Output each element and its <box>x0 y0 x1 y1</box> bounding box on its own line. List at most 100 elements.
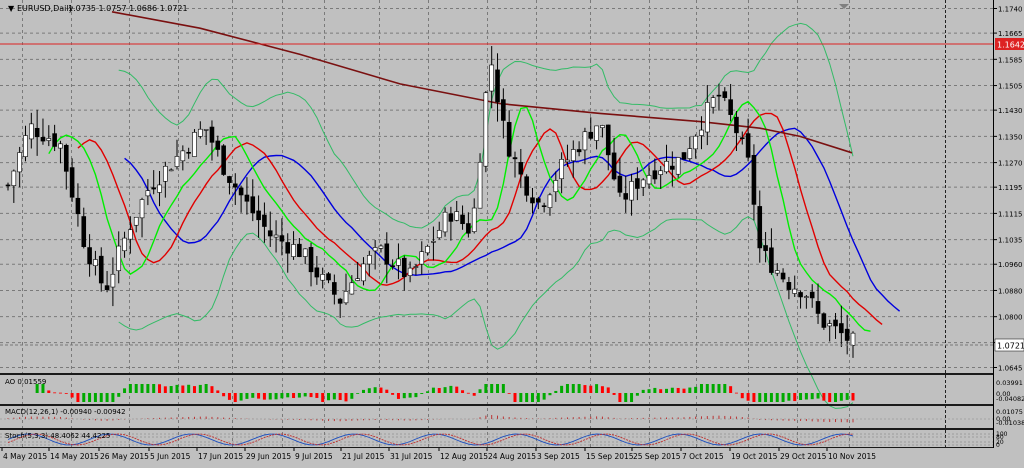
price-axis-area[interactable] <box>994 0 1024 464</box>
bull-candle <box>600 125 605 128</box>
bear-candle <box>576 149 582 153</box>
chart-shift-icon[interactable] <box>839 4 849 9</box>
time-axis-label: 26 May 2015 <box>100 452 149 461</box>
bear-candle <box>256 210 261 221</box>
bear-candle <box>326 273 331 281</box>
ao-bar <box>233 393 237 402</box>
bear-candle <box>734 116 739 134</box>
time-axis-label: 21 Jul 2015 <box>342 452 385 461</box>
bear-candle <box>815 301 821 314</box>
stoch-tick-label: 80 <box>996 434 1004 441</box>
chart-dropdown-icon[interactable]: ▼ <box>8 4 15 13</box>
time-axis-label: 17 Jun 2015 <box>198 452 243 461</box>
bear-candle <box>63 144 69 172</box>
bull-candle <box>629 181 634 201</box>
panel-separator <box>0 447 994 448</box>
bull-candle <box>675 157 681 175</box>
bull-candle <box>436 230 442 239</box>
macd-panel[interactable] <box>0 406 994 428</box>
ao-bar <box>496 384 500 393</box>
bull-candle <box>489 64 494 92</box>
bear-candle <box>605 124 611 156</box>
bear-candle <box>652 170 658 180</box>
ao-bar <box>845 393 849 400</box>
price-tick-label: 1.1350 <box>998 133 1023 141</box>
hline-price-badge: 1.1642 <box>995 38 1024 50</box>
bull-candle <box>291 244 296 257</box>
bear-candle <box>104 285 110 290</box>
candlesticks <box>5 46 856 358</box>
bear-candle <box>844 328 850 341</box>
ao-bar <box>128 384 132 393</box>
ao-bar <box>274 393 278 400</box>
bear-candle <box>308 247 314 273</box>
bear-candle <box>87 247 92 265</box>
ao-bar <box>746 393 750 401</box>
bear-candle <box>390 265 395 267</box>
bear-candle <box>524 176 529 196</box>
ao-label: AO 0.01559 <box>5 378 46 386</box>
ao-bar <box>187 384 191 393</box>
ao-bar <box>64 393 68 394</box>
bear-candle <box>250 196 256 214</box>
ao-bar <box>694 386 698 393</box>
price-tick-label: 1.1665 <box>998 30 1023 38</box>
bear-candle <box>40 137 46 142</box>
ao-bar <box>175 384 179 393</box>
panel-separator[interactable] <box>0 373 994 375</box>
bear-candle <box>757 206 763 249</box>
bull-candle <box>850 332 856 346</box>
bull-candle <box>128 229 133 240</box>
time-axis-label: 5 Jun 2015 <box>150 452 191 461</box>
bear-candle <box>536 198 541 203</box>
bear-candle <box>670 165 675 170</box>
ao-tick-label: -0.04082 <box>996 395 1024 403</box>
bull-candle <box>168 169 174 172</box>
bear-candle <box>75 197 81 215</box>
bear-candle <box>716 94 722 97</box>
ao-bar <box>41 384 45 393</box>
bull-candle <box>442 211 448 233</box>
price-tick-label: 1.0960 <box>998 261 1023 269</box>
ao-bar <box>542 393 546 400</box>
bull-candle <box>774 270 780 274</box>
panel-separator[interactable] <box>0 428 994 430</box>
symbol-title: EURUSD,Daily <box>17 4 74 13</box>
time-axis-area[interactable] <box>0 448 1024 464</box>
ao-bar <box>338 393 342 400</box>
bull-candle <box>133 216 139 226</box>
bear-candle <box>495 69 500 103</box>
bear-candle <box>221 145 226 175</box>
panel-separator[interactable] <box>0 404 994 406</box>
bear-candle <box>262 214 267 227</box>
bull-candle <box>145 190 151 197</box>
ao-bar <box>332 393 336 400</box>
bull-candle <box>116 245 122 272</box>
bear-candle <box>34 127 40 138</box>
macd-label: MACD(12,26,1) -0.00940 -0.00942 <box>5 408 126 416</box>
main-chart-area[interactable] <box>0 0 994 373</box>
bull-candle <box>687 148 693 159</box>
bull-candle <box>46 138 52 141</box>
ao-bar <box>93 393 97 402</box>
ao-bar <box>589 385 593 393</box>
bear-candle <box>617 175 623 193</box>
bull-candle <box>827 323 832 327</box>
time-axis-labels: 4 May 2015 14 May 2015 26 May 2015 5 Jun 20… <box>1 448 876 461</box>
time-axis-label: 3 Sep 2015 <box>537 452 580 461</box>
bull-candle <box>29 123 34 140</box>
bull-candle <box>203 129 209 131</box>
bull-candle <box>646 175 652 185</box>
bull-candle <box>419 251 425 265</box>
ao-bar <box>606 387 610 393</box>
ao-bar <box>635 393 639 396</box>
bull-candle <box>367 255 372 265</box>
bear-candle <box>244 194 250 202</box>
ao-bar <box>565 384 569 393</box>
bull-candle <box>658 170 663 175</box>
bear-candle <box>745 133 751 158</box>
ao-bar <box>595 384 599 393</box>
bull-candle <box>425 246 430 254</box>
